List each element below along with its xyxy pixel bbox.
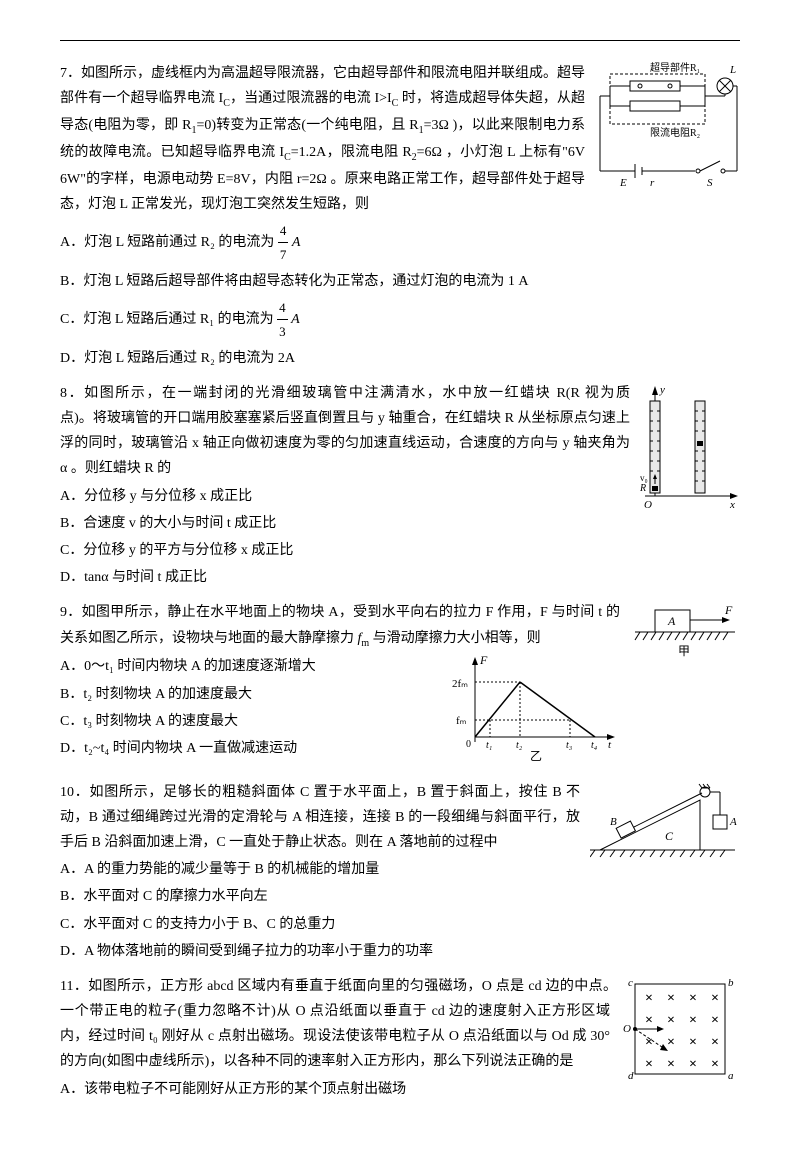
q9-option-b: B．t₂ 时刻物块 A 的加速度最大 (60, 682, 740, 707)
question-10: C B A 10．如图所示，足够长的粗糙斜面体 C 置于水平面上，B 置于斜 (60, 780, 740, 966)
q10-option-b: B．水平面对 C 的摩擦力水平向左 (60, 884, 740, 909)
svg-text:fₘ: fₘ (456, 715, 467, 727)
svg-text:×: × (689, 1035, 697, 1050)
svg-text:乙: 乙 (530, 749, 542, 762)
svg-text:A: A (667, 614, 676, 628)
q7-option-b: B．灯泡 L 短路后超导部件将由超导态转化为正常态，通过灯泡的电流为 1 A (60, 269, 740, 294)
svg-text:×: × (689, 1013, 697, 1028)
svg-text:B: B (610, 816, 617, 828)
q10-option-d: D．A 物体落地前的瞬间受到绳子拉力的功率小于重力的功率 (60, 939, 740, 964)
svg-text:R: R (640, 483, 646, 494)
svg-text:限流电阻R₂: 限流电阻R₂ (650, 126, 700, 139)
figure-q9-block: A F 甲 (630, 600, 740, 669)
svg-text:a: a (728, 1070, 734, 1082)
svg-text:×: × (711, 1035, 719, 1050)
question-11: c b d a O ×××× ×××× ×××× ×××× 11．如图所示，正方… (60, 974, 740, 1108)
question-8: y x O R v₀ (60, 381, 740, 593)
fig-label: 超导部件R₁ (650, 61, 700, 74)
svg-text:O: O (623, 1023, 631, 1035)
svg-text:b: b (728, 977, 734, 989)
svg-text:×: × (667, 991, 675, 1006)
svg-text:×: × (667, 1035, 675, 1050)
svg-text:×: × (645, 1057, 653, 1072)
svg-text:×: × (711, 991, 719, 1006)
svg-text:×: × (645, 1035, 653, 1050)
figure-q8-tubes: y x O R v₀ (640, 381, 740, 520)
svg-text:×: × (711, 1057, 719, 1072)
svg-text:L: L (729, 64, 736, 76)
svg-text:×: × (689, 1057, 697, 1072)
svg-text:y: y (659, 384, 665, 396)
svg-text:0: 0 (466, 739, 471, 750)
svg-text:t₁: t₁ (486, 740, 492, 751)
svg-text:×: × (667, 1057, 675, 1072)
svg-text:v₀: v₀ (640, 473, 648, 483)
svg-text:F: F (479, 653, 488, 667)
svg-text:t: t (608, 739, 612, 751)
q8-option-c: C．分位移 y 的平方与分位移 x 成正比 (60, 538, 740, 563)
svg-text:×: × (689, 991, 697, 1006)
question-7: 超导部件R₁ 限流电阻R₂ L (60, 61, 740, 373)
question-9: A F 甲 9．如图甲所示，静止在水平地面上的物块 A，受到水平向右的拉力 F … (60, 600, 740, 771)
q8-stem: 8．如图所示，在一端封闭的光滑细玻璃管中注满清水，水中放一红蜡块 R(R 视为质… (60, 381, 740, 482)
figure-q9-graph: F 2fₘ fₘ 0 t₁ t₂ t₃ t₄ t 乙 (450, 652, 620, 771)
figure-q10-incline: C B A (590, 780, 740, 869)
svg-text:×: × (645, 991, 653, 1006)
q7-option-a: A．灯泡 L 短路前通过 R₂ 的电流为 47 A (60, 219, 740, 267)
svg-text:r: r (650, 177, 655, 189)
q9-option-d: D．t₂~t₄ 时间内物块 A 一直做减速运动 (60, 736, 740, 761)
q9-option-c: C．t₃ 时刻物块 A 的速度最大 (60, 709, 740, 734)
q7-option-d: D．灯泡 L 短路后通过 R₂ 的电流为 2A (60, 346, 740, 371)
q8-option-a: A．分位移 y 与分位移 x 成正比 (60, 484, 740, 509)
svg-text:×: × (645, 1013, 653, 1028)
svg-text:C: C (665, 829, 674, 843)
svg-text:S: S (707, 177, 713, 189)
svg-text:×: × (667, 1013, 675, 1028)
figure-q11-magfield: c b d a O ×××× ×××× ×××× ×××× (620, 974, 740, 1103)
svg-text:O: O (644, 499, 652, 511)
svg-text:d: d (628, 1070, 634, 1082)
svg-text:2fₘ: 2fₘ (452, 678, 468, 690)
svg-text:F: F (724, 603, 733, 617)
svg-text:t₃: t₃ (566, 740, 573, 751)
svg-text:×: × (711, 1013, 719, 1028)
svg-text:A: A (729, 816, 737, 828)
svg-text:x: x (729, 499, 735, 511)
q8-option-b: B．合速度 v 的大小与时间 t 成正比 (60, 511, 740, 536)
q7-option-c: C．灯泡 L 短路后通过 R₁ 的电流为 43 A (60, 296, 740, 344)
figure-q7-circuit: 超导部件R₁ 限流电阻R₂ L (595, 61, 740, 200)
q8-option-d: D．tanα 与时间 t 成正比 (60, 565, 740, 590)
svg-text:t₄: t₄ (591, 740, 598, 751)
svg-text:甲: 甲 (678, 644, 690, 658)
svg-text:t₂: t₂ (516, 740, 523, 751)
svg-text:E: E (619, 177, 627, 189)
q10-option-c: C．水平面对 C 的支持力小于 B、C 的总重力 (60, 912, 740, 937)
